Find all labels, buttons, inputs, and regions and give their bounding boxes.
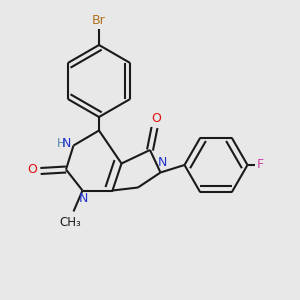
Text: H: H <box>57 136 66 150</box>
Text: O: O <box>28 163 38 176</box>
Text: N: N <box>157 156 167 169</box>
Text: N: N <box>78 192 88 205</box>
Text: N: N <box>62 136 71 150</box>
Text: O: O <box>151 112 161 124</box>
Text: Br: Br <box>92 14 106 27</box>
Text: CH₃: CH₃ <box>60 216 81 229</box>
Text: F: F <box>257 158 264 172</box>
